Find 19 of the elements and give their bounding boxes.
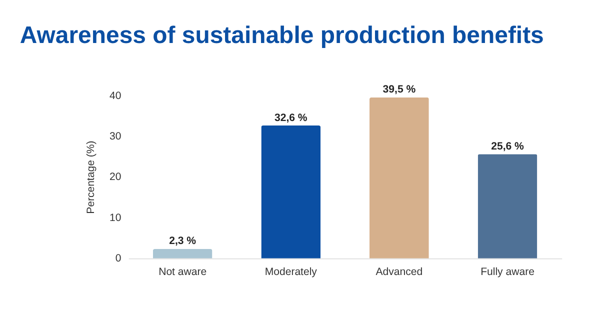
data-label: 2,3 % — [169, 235, 197, 248]
bar — [478, 154, 538, 258]
x-tick-label: Not aware — [158, 266, 207, 278]
x-tick-label: Moderately — [264, 266, 318, 278]
y-tick-label: 40 — [110, 90, 122, 102]
bar — [369, 97, 429, 258]
y-tick-label: 30 — [110, 130, 122, 142]
data-label: 39,5 % — [382, 84, 416, 96]
y-tick-label: 10 — [110, 212, 122, 224]
x-tick-label: Fully aware — [480, 266, 535, 278]
chart-title: Awareness of sustainable production benefits — [20, 22, 544, 49]
y-tick-label: 20 — [110, 171, 122, 184]
data-label: 25,6 % — [491, 140, 525, 152]
y-axis-title: Percentage (%) — [85, 140, 98, 214]
bar — [152, 248, 212, 258]
x-tick-label: Advanced — [376, 266, 423, 278]
data-label: 32,6 % — [274, 112, 308, 124]
bar — [261, 126, 321, 258]
y-tick-label: 0 — [115, 252, 122, 265]
